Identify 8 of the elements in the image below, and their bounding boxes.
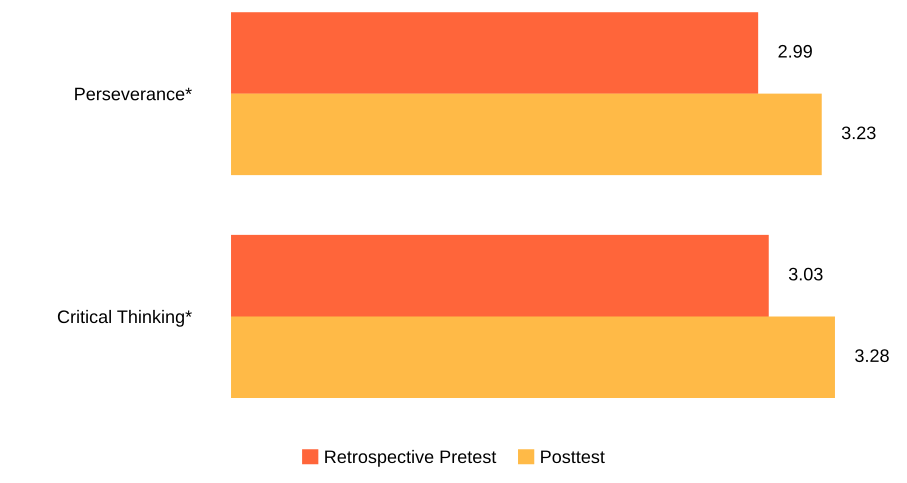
data-label: 2.99	[778, 44, 812, 58]
data-label: 3.03	[788, 268, 823, 281]
data-label: 3.28	[855, 349, 889, 362]
y-tick-label: Critical Thinking*	[58, 310, 192, 327]
y-tick-label: Perseverance*	[75, 88, 192, 100]
legend-label: Retrospective Pretest	[325, 450, 496, 467]
legend-label: Posttest	[541, 450, 605, 464]
data-label: 3.23	[842, 126, 876, 140]
